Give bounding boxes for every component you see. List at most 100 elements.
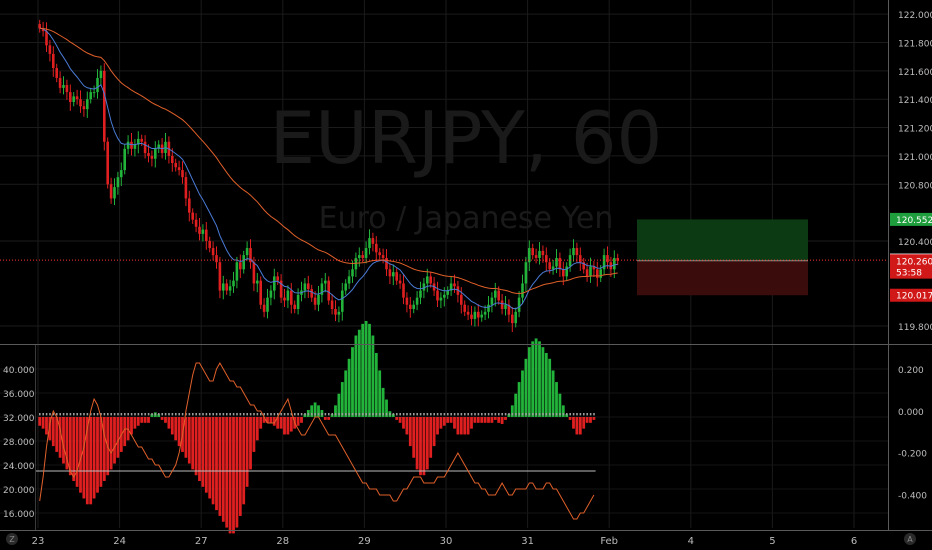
time-axis-label: 5 [769,536,775,547]
position-box[interactable] [637,219,808,296]
candle-body [242,255,245,270]
squeeze-dot [304,413,306,416]
squeeze-dot [521,413,524,416]
squeeze-dot [270,413,272,416]
time-axis-label: Feb [600,536,618,547]
slow-moving-average [39,27,618,295]
squeeze-dot [168,413,170,416]
candle-body [147,153,150,156]
histogram-bar [582,417,586,429]
candle-body [239,262,242,270]
histogram-bar [191,417,195,470]
histogram-bar [391,414,395,417]
histogram-bar [79,417,82,493]
squeeze-dot [283,413,286,416]
candle-body [266,297,269,312]
candle-body [276,276,279,281]
histogram-bar [272,417,276,426]
time-axis-label: 28 [276,536,289,547]
log-scale-icon[interactable] [6,533,18,545]
candle-body [188,198,191,213]
histogram-bar [357,329,361,417]
histogram-bar [340,382,344,417]
right-axis-tick-lower: -0.200 [898,450,927,460]
histogram-bar [62,417,65,464]
candle-body [466,311,470,315]
histogram-bar [157,414,161,417]
candle-body [313,297,317,305]
histogram-bar [541,347,545,417]
histogram-bar [99,417,103,487]
candle-body [55,68,58,78]
left-axis-tick: 32.000 [3,414,35,424]
candle-body [507,304,511,315]
candle-body [256,280,259,284]
squeeze-dot [392,413,395,416]
squeeze-dot [39,413,41,416]
candle-body [201,229,205,234]
squeeze-dot [453,413,456,416]
squeeze-dot [154,413,157,416]
squeeze-dot [409,413,412,416]
time-axis-label: 6 [851,536,857,547]
histogram-bar [402,417,405,429]
candle-body [511,314,514,324]
candle-body [504,304,507,309]
histogram-bar [184,417,188,458]
candle-body [592,266,596,270]
candle-body [613,257,616,270]
histogram-bar [544,352,548,417]
squeeze-dot [100,413,102,416]
squeeze-dot [419,413,422,416]
squeeze-dot [229,413,231,416]
candle-body [154,148,157,159]
histogram-bar [92,417,96,499]
histogram-bar [48,417,52,441]
candle-body [218,262,222,291]
price-axis-tick: 121.200 [898,125,932,135]
squeeze-dot [107,413,109,416]
squeeze-dot [440,413,442,416]
candle-body [334,308,337,315]
squeeze-dot [151,413,153,416]
candle-body [531,248,534,256]
candle-body [38,24,41,29]
squeeze-dot [491,413,493,416]
histogram-bar [68,417,72,476]
histogram-bar [442,417,446,426]
candle-body [528,248,531,263]
candle-body [395,272,398,281]
candle-body [150,155,154,159]
candle-body [99,70,103,78]
squeeze-dot [583,413,585,416]
candle-body [555,257,558,267]
histogram-bar [476,417,480,423]
histogram-bar [45,417,48,435]
histogram-bar [147,417,150,423]
histogram-bar [201,417,205,487]
squeeze-dot [137,413,140,416]
squeeze-dot [202,413,204,416]
right-axis-tick-lower: -0.400 [898,492,927,502]
auto-scale-icon[interactable] [904,533,916,545]
candle-body [392,272,395,277]
histogram-bar [527,347,531,417]
corner-icons[interactable]: Z A [6,533,916,545]
squeeze-dot [209,413,211,416]
candle-body [283,297,286,301]
candle-body [541,250,545,256]
candle-body [487,304,490,312]
squeeze-dot [535,413,537,416]
histogram-bar [221,417,225,522]
candle-body [361,255,364,258]
candle-body [317,294,320,305]
squeeze-dot [188,413,191,416]
candle-body [602,255,606,270]
histogram-bar [225,417,229,528]
candle-body [86,99,89,110]
histogram-bar [215,417,218,511]
squeeze-dot [549,413,551,416]
candle-body [48,45,52,54]
